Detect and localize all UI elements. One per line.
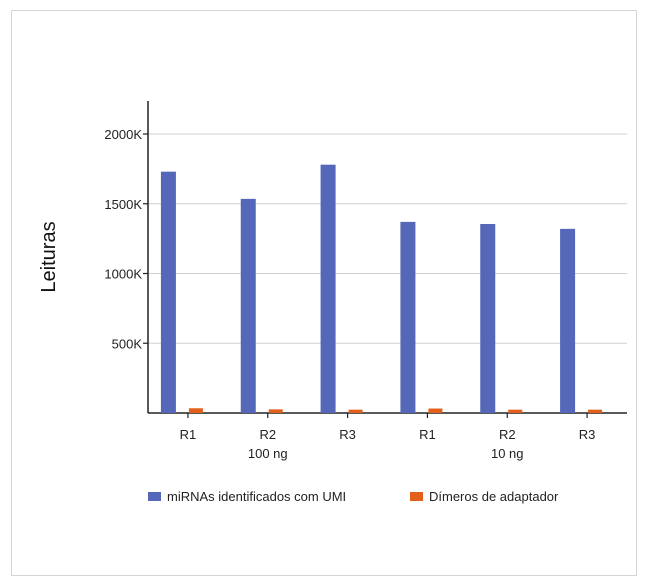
- x-tick-label: R3: [339, 427, 356, 442]
- bar-mirnas: [320, 164, 336, 413]
- bar-dimeros: [188, 408, 203, 413]
- bar-dimeros: [268, 409, 283, 413]
- x-tick-label: R1: [180, 427, 197, 442]
- gridlines: [148, 133, 627, 344]
- x-tick-label: R2: [499, 427, 516, 442]
- bar-mirnas: [400, 221, 416, 413]
- legend-label: Dímeros de adaptador: [429, 489, 559, 504]
- y-axis-label: Leituras: [38, 221, 60, 292]
- y-tick-label: 2000K: [104, 127, 142, 142]
- bar-mirnas: [480, 223, 496, 413]
- x-tick-label: R2: [259, 427, 276, 442]
- bar-dimeros: [348, 409, 363, 413]
- x-tick-label: R1: [419, 427, 436, 442]
- y-tick-label: 1000K: [104, 267, 142, 282]
- bar-dimeros: [588, 409, 603, 413]
- y-tick-label: 500K: [112, 336, 143, 351]
- group-label: 10 ng: [491, 446, 524, 461]
- x-tick-label: R3: [579, 427, 596, 442]
- bar-dimeros: [508, 409, 523, 413]
- y-tick-labels: 500K 1000K 1500K 2000K: [104, 127, 148, 351]
- bars: [160, 164, 603, 413]
- x-tick-labels: R1 R2 R3 R1 R2 R3 100 ng 10 ng: [180, 413, 596, 461]
- y-tick-label: 1500K: [104, 197, 142, 212]
- bar-mirnas: [240, 198, 256, 413]
- legend-swatch: [148, 492, 161, 501]
- legend-swatch: [410, 492, 423, 501]
- group-label: 100 ng: [248, 446, 288, 461]
- legend-label: miRNAs identificados com UMI: [167, 489, 346, 504]
- bar-mirnas: [160, 171, 176, 413]
- legend: miRNAs identificados com UMI Dímeros de a…: [148, 489, 559, 504]
- bar-mirnas: [560, 228, 576, 413]
- bar-dimeros: [428, 408, 443, 413]
